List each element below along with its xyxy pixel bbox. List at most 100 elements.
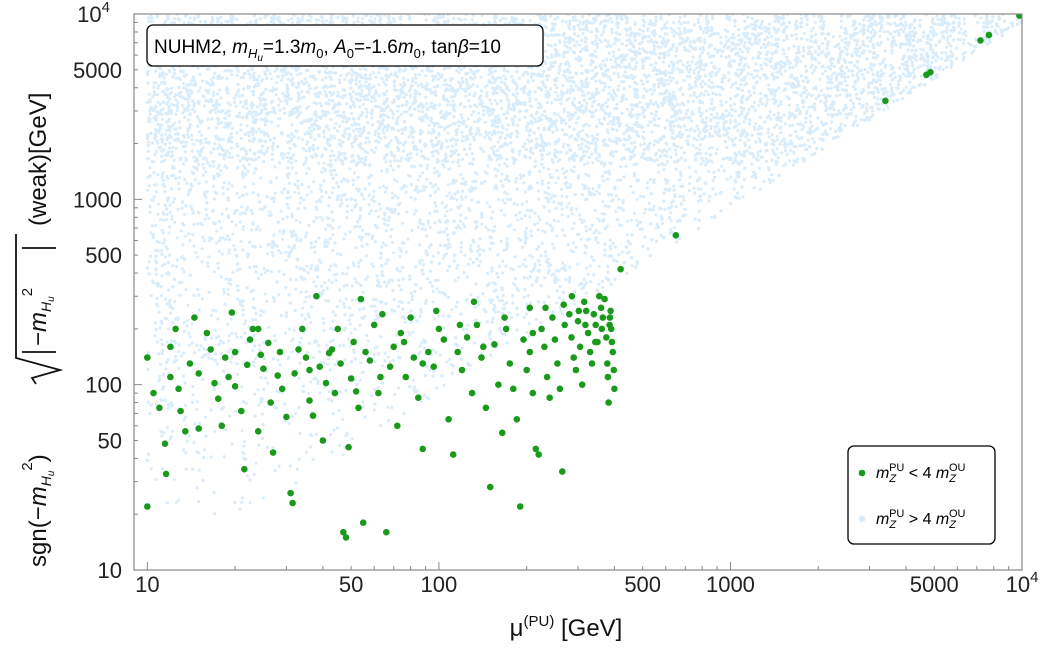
background-point: [428, 281, 432, 285]
background-point: [522, 276, 527, 280]
background-point: [930, 48, 935, 52]
background-point: [322, 360, 326, 365]
background-point: [217, 239, 221, 243]
background-point: [261, 78, 265, 82]
background-point: [329, 164, 333, 168]
background-point: [235, 131, 239, 135]
background-point: [376, 352, 381, 356]
background-point: [525, 330, 529, 334]
background-point: [304, 290, 308, 294]
background-point: [379, 335, 383, 339]
background-point: [418, 344, 422, 348]
background-point: [216, 121, 220, 126]
background-point: [285, 196, 289, 200]
background-point: [380, 169, 384, 173]
background-point: [328, 433, 333, 437]
background-point: [292, 229, 296, 233]
background-point: [216, 261, 220, 265]
background-point: [740, 88, 744, 92]
background-point: [543, 276, 547, 280]
background-point: [409, 183, 413, 187]
background-point: [782, 137, 786, 141]
background-point: [401, 277, 405, 281]
background-point: [693, 217, 697, 221]
background-point: [581, 129, 585, 133]
background-point: [941, 34, 945, 39]
background-point: [423, 227, 428, 231]
background-point: [335, 181, 339, 185]
background-point: [807, 79, 811, 83]
background-point: [751, 56, 755, 60]
background-point: [457, 206, 461, 210]
background-point: [688, 64, 692, 68]
background-point: [396, 159, 400, 163]
background-point: [303, 206, 307, 210]
background-point: [515, 70, 519, 74]
background-point: [674, 205, 678, 209]
background-point: [713, 175, 717, 179]
background-point: [236, 82, 240, 86]
background-point: [514, 277, 518, 281]
background-point: [956, 37, 960, 42]
background-point: [204, 348, 209, 352]
background-point: [363, 314, 367, 319]
background-point: [168, 225, 172, 229]
background-point: [536, 228, 541, 232]
background-point: [175, 236, 179, 240]
background-point: [869, 115, 873, 119]
background-point: [494, 174, 498, 178]
background-point: [251, 115, 255, 119]
background-point: [199, 141, 203, 145]
background-point: [576, 34, 580, 38]
background-point: [342, 237, 346, 241]
background-point: [244, 401, 248, 405]
background-point: [239, 239, 243, 243]
background-point: [264, 376, 268, 380]
background-point: [707, 199, 711, 203]
background-point: [305, 231, 309, 235]
background-point: [305, 264, 309, 268]
background-point: [621, 250, 625, 254]
background-point: [696, 20, 700, 25]
background-point: [508, 198, 513, 202]
background-point: [457, 164, 461, 168]
background-point: [768, 110, 772, 114]
background-point: [421, 223, 425, 227]
background-point: [908, 38, 912, 42]
background-point: [393, 208, 397, 212]
background-point: [857, 97, 862, 101]
background-point: [346, 266, 350, 270]
background-point: [182, 223, 186, 227]
background-point: [878, 83, 883, 87]
background-point: [514, 82, 518, 86]
background-point: [589, 280, 593, 284]
background-point: [662, 167, 666, 172]
background-point: [611, 242, 615, 246]
background-point: [586, 272, 590, 276]
background-point: [764, 149, 768, 153]
background-point: [334, 278, 338, 282]
background-point: [499, 328, 503, 332]
background-point: [758, 99, 762, 103]
background-point: [197, 181, 201, 185]
background-point: [524, 226, 529, 230]
background-point: [460, 346, 464, 350]
background-point: [565, 151, 569, 155]
background-point: [155, 93, 159, 97]
background-point: [727, 54, 731, 59]
background-point: [358, 323, 362, 327]
background-point: [650, 237, 654, 242]
background-point: [608, 238, 612, 242]
background-point: [706, 92, 710, 96]
background-point: [649, 177, 653, 181]
background-point: [525, 200, 529, 204]
background-point: [162, 218, 166, 222]
background-point: [587, 174, 591, 178]
background-point: [386, 223, 390, 227]
background-point: [464, 216, 468, 220]
background-point: [212, 491, 216, 495]
background-point: [750, 16, 754, 20]
background-point: [528, 215, 532, 219]
background-point: [582, 98, 587, 102]
background-point: [562, 132, 566, 136]
